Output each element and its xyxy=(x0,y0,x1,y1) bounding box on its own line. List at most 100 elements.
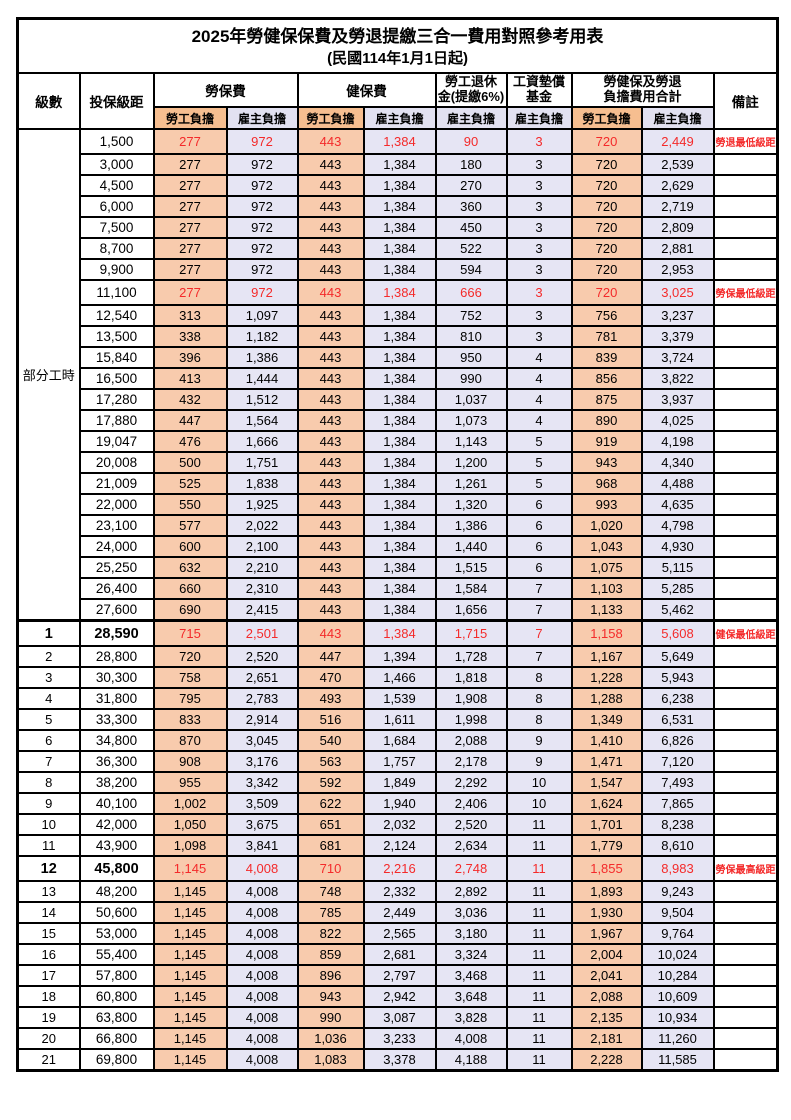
cell-pension-employer: 1,073 xyxy=(434,409,508,432)
cell-wage-fund-employer: 9 xyxy=(505,750,573,773)
cell-bracket: 28,800 xyxy=(78,645,155,668)
cell-labor-worker: 1,145 xyxy=(152,964,228,987)
cell-total-employer: 4,025 xyxy=(640,409,715,432)
cell-wage-fund-employer: 7 xyxy=(505,645,573,668)
table-row: 17,880 447 1,564 443 1,384 1,073 4 890 4,025 xyxy=(18,409,779,432)
cell-labor-worker: 277 xyxy=(152,195,228,218)
cell-total-employer: 2,719 xyxy=(640,195,715,218)
table-row: 7,500 277 972 443 1,384 450 3 720 2,809 xyxy=(18,216,779,239)
cell-total-worker: 890 xyxy=(570,409,643,432)
cell-labor-worker: 500 xyxy=(152,451,228,474)
table-row: 23,100 577 2,022 443 1,384 1,386 6 1,020 4,798 xyxy=(18,514,779,537)
cell-total-worker: 2,181 xyxy=(570,1027,643,1050)
cell-labor-worker: 720 xyxy=(152,645,228,668)
cell-total-worker: 1,133 xyxy=(570,598,643,622)
cell-health-worker: 748 xyxy=(296,880,365,903)
table-row: 16 55,400 1,145 4,008 859 2,681 3,324 11 2,004 10… xyxy=(16,943,779,966)
cell-labor-worker: 795 xyxy=(152,687,228,710)
cell-bracket: 36,300 xyxy=(78,750,155,773)
cell-labor-worker: 476 xyxy=(152,430,228,453)
table-row: 21 69,800 1,145 4,008 1,083 3,378 4,188 11 2,228… xyxy=(16,1048,779,1072)
table-row: 12,540 313 1,097 443 1,384 752 3 756 3,237 xyxy=(18,304,779,327)
cell-health-employer: 2,032 xyxy=(362,813,437,836)
cell-total-employer: 4,798 xyxy=(640,514,715,537)
cell-total-worker: 968 xyxy=(570,472,643,495)
cell-bracket: 19,047 xyxy=(78,430,155,453)
cell-pension-employer: 990 xyxy=(434,367,508,390)
cell-pension-employer: 950 xyxy=(434,346,508,369)
cell-pension-employer: 3,468 xyxy=(434,964,508,987)
cell-pension-employer: 810 xyxy=(434,325,508,348)
cell-health-employer: 1,384 xyxy=(362,409,437,432)
cell-labor-employer: 1,097 xyxy=(225,304,299,327)
cell-level: 2 xyxy=(16,645,81,668)
cell-health-worker: 681 xyxy=(296,834,365,857)
cell-pension-employer: 1,143 xyxy=(434,430,508,453)
cell-total-employer: 4,488 xyxy=(640,472,715,495)
cell-level: 19 xyxy=(16,1006,81,1029)
cell-labor-employer: 4,008 xyxy=(225,943,299,966)
cell-total-employer: 9,243 xyxy=(640,880,715,903)
cell-pension-employer: 2,634 xyxy=(434,834,508,857)
cell-total-employer: 9,764 xyxy=(640,922,715,945)
cell-health-worker: 443 xyxy=(296,195,365,218)
cell-health-worker: 990 xyxy=(296,1006,365,1029)
cell-labor-worker: 1,145 xyxy=(152,901,228,924)
header-total-line1: 勞健保及勞退 xyxy=(603,74,682,90)
cell-remark xyxy=(712,195,779,218)
cell-labor-employer: 2,501 xyxy=(225,619,299,647)
table-row: 2 28,800 720 2,520 447 1,394 1,728 7 1,167 5,649 xyxy=(16,645,779,668)
cell-labor-worker: 525 xyxy=(152,472,228,495)
cell-total-worker: 720 xyxy=(570,237,643,260)
cell-labor-worker: 1,145 xyxy=(152,922,228,945)
cell-labor-employer: 4,008 xyxy=(225,855,299,882)
cell-total-employer: 6,531 xyxy=(640,708,715,731)
cell-remark xyxy=(712,985,779,1008)
cell-remark xyxy=(712,901,779,924)
table-row: 19 63,800 1,145 4,008 990 3,087 3,828 11 2,135 10… xyxy=(16,1006,779,1029)
cell-labor-employer: 4,008 xyxy=(225,880,299,903)
table-row: 19,047 476 1,666 443 1,384 1,143 5 919 4,198 xyxy=(18,430,779,453)
cell-labor-worker: 1,050 xyxy=(152,813,228,836)
cell-pension-employer: 522 xyxy=(434,237,508,260)
table-row: 21,009 525 1,838 443 1,384 1,261 5 968 4,488 xyxy=(18,472,779,495)
cell-labor-worker: 338 xyxy=(152,325,228,348)
cell-total-worker: 720 xyxy=(570,258,643,281)
table-row: 4,500 277 972 443 1,384 270 3 720 2,629 xyxy=(18,174,779,197)
cell-wage-fund-employer: 5 xyxy=(505,430,573,453)
cell-health-worker: 443 xyxy=(296,153,365,176)
cell-wage-fund-employer: 11 xyxy=(505,943,573,966)
cell-total-worker: 1,103 xyxy=(570,577,643,600)
cell-health-employer: 1,940 xyxy=(362,792,437,815)
cell-labor-employer: 3,509 xyxy=(225,792,299,815)
cell-labor-employer: 4,008 xyxy=(225,1006,299,1029)
cell-remark xyxy=(712,880,779,903)
cell-health-worker: 443 xyxy=(296,128,365,155)
cell-labor-worker: 432 xyxy=(152,388,228,411)
cell-remark xyxy=(712,174,779,197)
page-subtitle: (民國114年1月1日起) xyxy=(327,50,468,68)
cell-wage-fund-employer: 3 xyxy=(505,258,573,281)
cell-health-worker: 443 xyxy=(296,174,365,197)
cell-total-employer: 2,953 xyxy=(640,258,715,281)
header-wage-fund-line1: 工資墊償 xyxy=(512,74,565,90)
cell-health-worker: 785 xyxy=(296,901,365,924)
cell-labor-employer: 1,564 xyxy=(225,409,299,432)
cell-remark xyxy=(712,556,779,579)
cell-labor-employer: 2,914 xyxy=(225,708,299,731)
cell-bracket: 53,000 xyxy=(78,922,155,945)
cell-pension-employer: 1,261 xyxy=(434,472,508,495)
cell-health-employer: 3,233 xyxy=(362,1027,437,1050)
cell-bracket: 25,250 xyxy=(78,556,155,579)
cell-labor-worker: 277 xyxy=(152,153,228,176)
cell-pension-employer: 3,324 xyxy=(434,943,508,966)
cell-bracket: 21,009 xyxy=(78,472,155,495)
cell-total-employer: 8,983 xyxy=(640,855,715,882)
cell-total-employer: 10,609 xyxy=(640,985,715,1008)
cell-total-employer: 3,822 xyxy=(640,367,715,390)
table-row: 27,600 690 2,415 443 1,384 1,656 7 1,133 5,462 xyxy=(18,598,779,622)
cell-pension-employer: 450 xyxy=(434,216,508,239)
cell-health-worker: 516 xyxy=(296,708,365,731)
cell-remark xyxy=(712,1027,779,1050)
cell-health-employer: 1,384 xyxy=(362,556,437,579)
